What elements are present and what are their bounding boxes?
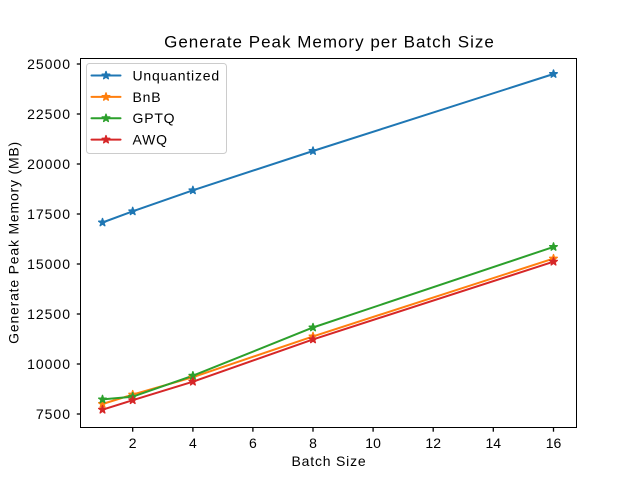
svg-text:10: 10 [365,435,381,451]
svg-text:Generate Peak Memory (MB): Generate Peak Memory (MB) [6,141,22,344]
svg-text:8: 8 [309,435,317,451]
svg-text:17500: 17500 [27,206,71,222]
svg-text:AWQ: AWQ [133,132,168,148]
svg-text:Unquantized: Unquantized [133,68,220,84]
svg-text:7500: 7500 [36,406,71,422]
svg-text:12500: 12500 [27,306,71,322]
svg-text:15000: 15000 [27,256,71,272]
svg-text:BnB: BnB [133,89,162,105]
svg-text:10000: 10000 [27,356,71,372]
svg-text:14: 14 [486,435,502,451]
svg-text:4: 4 [189,435,197,451]
svg-text:25000: 25000 [27,56,71,72]
svg-text:2: 2 [129,435,137,451]
svg-text:20000: 20000 [27,156,71,172]
svg-text:Batch Size: Batch Size [292,453,367,469]
svg-text:GPTQ: GPTQ [133,110,176,126]
svg-text:16: 16 [546,435,562,451]
svg-text:22500: 22500 [27,106,71,122]
svg-text:6: 6 [249,435,257,451]
svg-text:12: 12 [425,435,441,451]
svg-text:Generate Peak Memory per Batch: Generate Peak Memory per Batch Size [164,33,495,52]
